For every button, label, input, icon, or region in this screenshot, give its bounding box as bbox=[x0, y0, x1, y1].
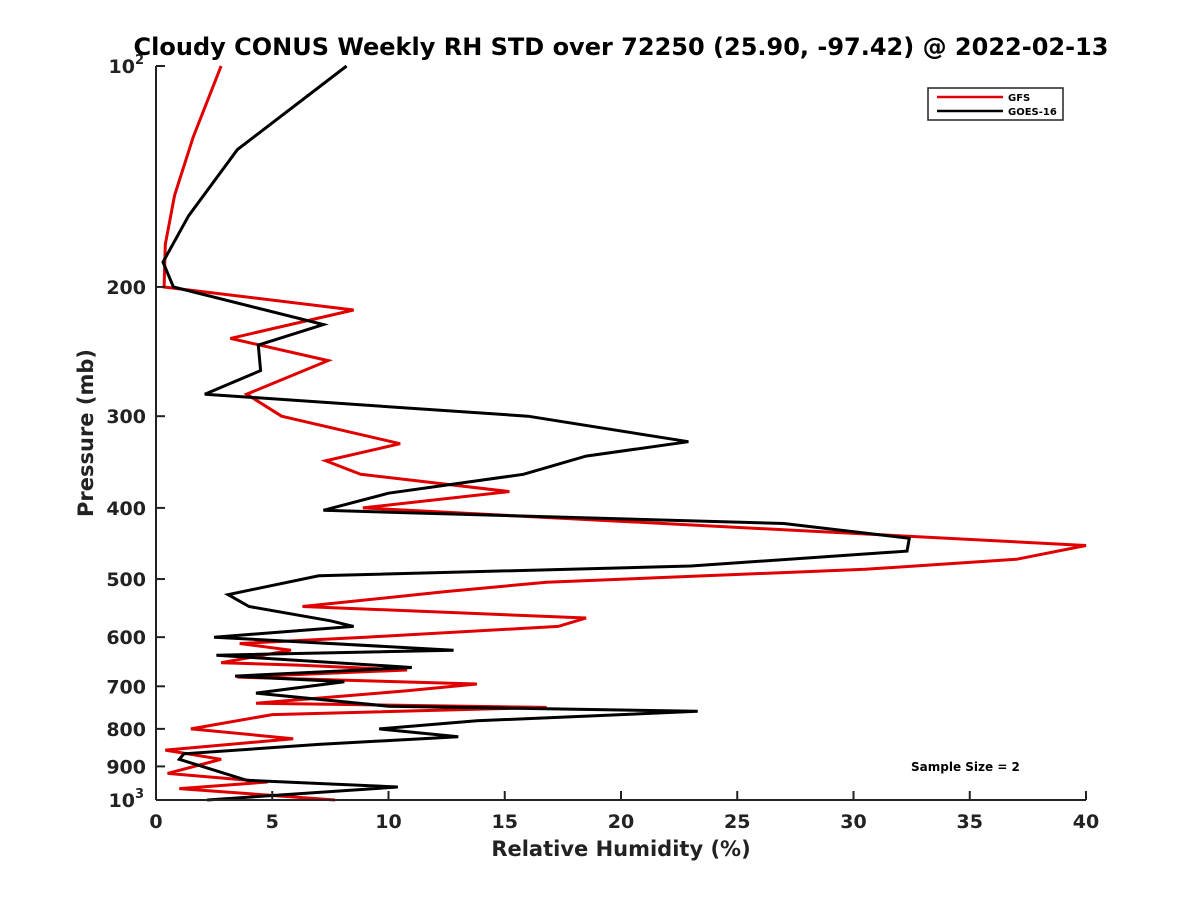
x-axis-label: Relative Humidity (%) bbox=[491, 837, 750, 861]
y-tick-label: 102 bbox=[109, 53, 145, 78]
x-tick-label: 25 bbox=[724, 811, 750, 833]
series-line-gfs bbox=[162, 65, 1087, 802]
legend-box bbox=[927, 87, 1064, 121]
axes-layer bbox=[155, 66, 1086, 801]
x-tick-label: 20 bbox=[608, 811, 634, 833]
y-tick-label: 600 bbox=[106, 627, 146, 649]
x-tick-label: 10 bbox=[375, 811, 401, 833]
legend: GFS GOES-16 bbox=[927, 87, 1064, 121]
x-tick-label: 30 bbox=[840, 811, 866, 833]
sample-size-annotation: Sample Size = 2 bbox=[911, 760, 1020, 774]
y-axis-label: Pressure (mb) bbox=[74, 349, 98, 517]
y-tick-label: 900 bbox=[106, 756, 146, 778]
y-tick-label: 103 bbox=[109, 787, 145, 812]
y-tick-label: 400 bbox=[106, 498, 146, 520]
x-ticks: 0 5 10 15 20 25 30 35 40 bbox=[149, 791, 1099, 833]
y-tick-label: 800 bbox=[106, 719, 146, 741]
legend-label-goes16: GOES-16 bbox=[1008, 107, 1057, 118]
y-tick-label: 700 bbox=[106, 676, 146, 698]
x-tick-label: 15 bbox=[492, 811, 518, 833]
x-tick-label: 0 bbox=[149, 811, 162, 833]
x-tick-label: 35 bbox=[957, 811, 983, 833]
series-layer bbox=[161, 64, 1087, 802]
y-tick-label: 500 bbox=[106, 569, 146, 591]
series-line-goes16 bbox=[161, 64, 912, 802]
legend-label-gfs: GFS bbox=[1008, 93, 1030, 104]
y-tick-label: 300 bbox=[106, 406, 146, 428]
chart-title: Cloudy CONUS Weekly RH STD over 72250 (2… bbox=[134, 33, 1109, 61]
y-tick-label: 200 bbox=[106, 277, 146, 299]
x-tick-label: 40 bbox=[1073, 811, 1099, 833]
x-tick-label: 5 bbox=[266, 811, 279, 833]
y-ticks: 102 200 300 400 500 600 700 800 900 103 bbox=[106, 53, 165, 812]
